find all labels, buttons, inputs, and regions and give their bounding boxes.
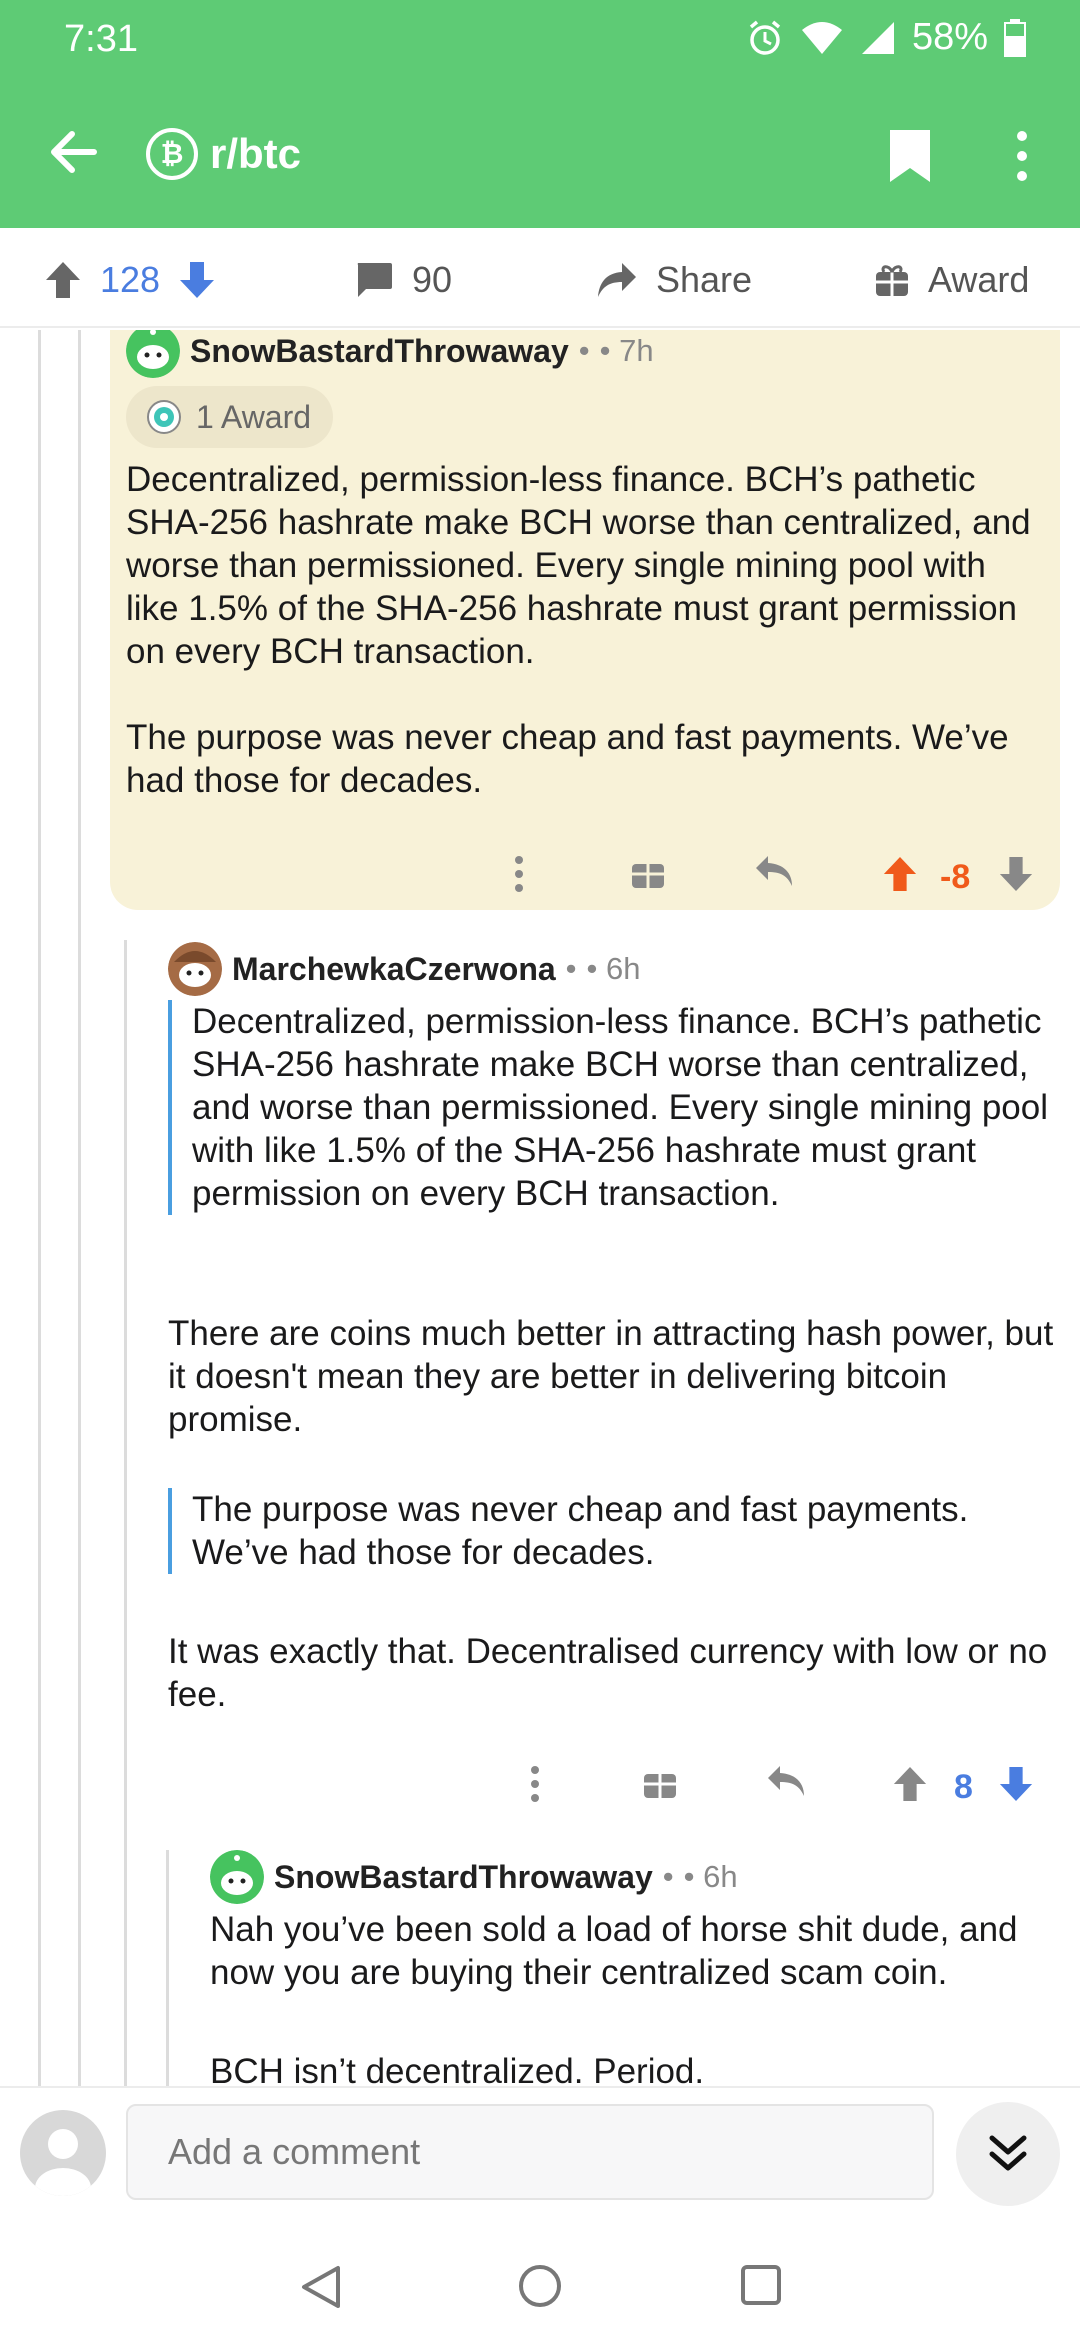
post-score: 128	[100, 259, 161, 300]
scroll-to-bottom-button[interactable]	[956, 2102, 1060, 2206]
comment-score: -8	[940, 858, 971, 896]
upvote-icon[interactable]	[892, 1764, 928, 1804]
snoo-avatar[interactable]	[210, 1850, 264, 1904]
comment-author-row: MarchewkaCzerwona • • 6h	[168, 942, 640, 996]
thread-line	[166, 1850, 169, 2086]
nav-home-icon[interactable]	[518, 2264, 562, 2308]
comment-paragraph: Decentralized, permission-less finance. …	[126, 460, 1031, 671]
comment-author[interactable]: MarchewkaCzerwona	[232, 950, 556, 987]
meta-separator: •	[565, 951, 577, 986]
alarm-icon	[746, 19, 784, 57]
comments-count-button[interactable]: 90	[354, 258, 452, 302]
bookmark-button[interactable]	[884, 126, 936, 186]
award-button[interactable]: Award	[874, 258, 1029, 302]
award-count: 1 Award	[196, 398, 312, 435]
comment-actions: 8	[168, 1764, 1048, 1814]
subreddit-icon[interactable]: ₿	[146, 128, 198, 180]
upvote-icon[interactable]	[882, 854, 918, 894]
comment-actions: -8	[126, 854, 1046, 904]
comment-author-row: SnowBastardThrowaway • • 6h	[210, 1850, 738, 1904]
subreddit-name[interactable]: r/btc	[210, 130, 302, 177]
comment-score: 8	[954, 1768, 973, 1806]
comment-author-row: SnowBastardThrowaway • • 7h	[126, 330, 654, 378]
comment-paragraph: There are coins much better in attractin…	[168, 1314, 1054, 1439]
comment-paragraph: The purpose was never cheap and fast pay…	[126, 718, 1009, 800]
user-avatar[interactable]	[20, 2110, 106, 2196]
award-badge[interactable]: 1 Award	[126, 386, 334, 448]
reply-icon[interactable]	[754, 854, 794, 890]
meta-separator: •	[578, 333, 590, 368]
arrow-left-icon	[51, 131, 97, 173]
double-chevron-down-icon	[989, 2135, 1027, 2171]
bookmark-icon	[890, 130, 930, 182]
app-bar: ₿ r/btc	[0, 80, 1080, 228]
signal-icon	[860, 20, 896, 56]
status-time: 7:31	[64, 18, 138, 60]
comment-body: Decentralized, permission-less finance. …	[126, 458, 1046, 802]
gift-icon[interactable]	[630, 854, 666, 890]
downvote-icon[interactable]	[998, 854, 1034, 894]
gift-icon	[876, 265, 908, 296]
snoo-avatar[interactable]	[126, 330, 180, 378]
comment-bubble-icon	[357, 263, 392, 297]
battery-level: 58%	[911, 16, 988, 58]
comment-paragraph: Nah you’ve been sold a load of horse shi…	[210, 1910, 1018, 1992]
comment-age: • 7h	[599, 333, 654, 368]
bottom-bar: Add a comment	[0, 2086, 1080, 2340]
battery-icon	[1004, 18, 1026, 57]
upvote-icon[interactable]	[44, 260, 82, 300]
thread-line	[124, 940, 127, 2086]
comment-paragraph: It was exactly that. Decentralised curre…	[168, 1632, 1048, 1714]
person-icon	[35, 2129, 91, 2196]
share-button[interactable]: Share	[596, 258, 752, 302]
block-quote: The purpose was never cheap and fast pay…	[168, 1488, 1048, 1574]
status-bar: 7:31 58%	[0, 0, 1080, 80]
add-comment-placeholder: Add a comment	[168, 2131, 421, 2172]
downvote-icon[interactable]	[998, 1764, 1034, 1804]
block-quote: Decentralized, permission-less finance. …	[168, 1000, 1048, 1215]
award-icon	[147, 400, 181, 434]
comment-paragraph: BCH isn’t decentralized. Period.	[210, 2052, 705, 2086]
back-button[interactable]	[44, 122, 104, 182]
comments-count: 90	[412, 259, 453, 300]
more-vertical-icon[interactable]	[528, 1764, 542, 1804]
more-vertical-icon	[1017, 131, 1027, 181]
meta-separator: •	[662, 1859, 674, 1894]
comment-author[interactable]: SnowBastardThrowaway	[190, 332, 569, 369]
reply-icon[interactable]	[766, 1764, 806, 1800]
comment-thread: SnowBastardThrowaway • • 7h 1 Award Dece…	[0, 330, 1080, 2086]
nav-back-icon[interactable]	[300, 2264, 342, 2310]
thread-line	[38, 330, 41, 2086]
system-nav-bar	[0, 2238, 1080, 2340]
downvote-icon[interactable]	[178, 260, 216, 300]
nav-recents-icon[interactable]	[740, 2264, 782, 2306]
comment-age: • 6h	[683, 1859, 738, 1894]
wifi-icon	[800, 20, 844, 56]
more-options-button[interactable]	[1006, 126, 1038, 186]
snoo-avatar[interactable]	[168, 942, 222, 996]
share-label: Share	[656, 259, 753, 300]
gift-icon[interactable]	[642, 1764, 678, 1800]
add-comment-input[interactable]: Add a comment	[126, 2104, 934, 2200]
post-action-row: 128 90 Share Award	[0, 228, 1080, 328]
thread-line	[78, 330, 81, 2086]
award-label: Award	[928, 259, 1030, 300]
comment-age: • 6h	[586, 951, 641, 986]
comment-author[interactable]: SnowBastardThrowaway	[274, 1858, 653, 1895]
more-vertical-icon[interactable]	[512, 854, 526, 894]
post-vote-group: 128	[44, 258, 216, 302]
share-arrow-icon	[598, 263, 636, 297]
